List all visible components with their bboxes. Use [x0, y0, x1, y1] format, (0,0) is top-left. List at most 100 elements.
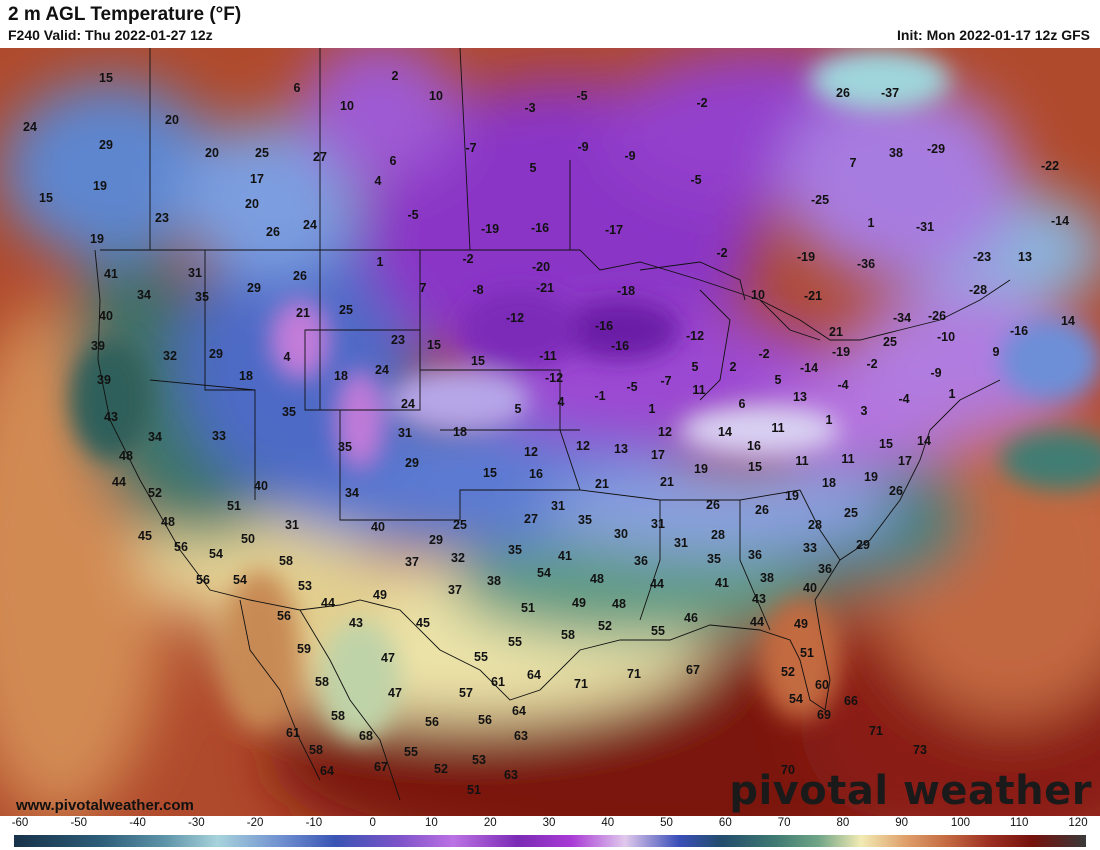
- temperature-value: 37: [448, 583, 462, 597]
- temperature-value: 43: [349, 616, 363, 630]
- temperature-value: 43: [752, 592, 766, 606]
- temperature-value: 17: [898, 454, 912, 468]
- temperature-value: -20: [532, 260, 550, 274]
- temperature-value: 31: [674, 536, 688, 550]
- color-scale-tick: 40: [601, 817, 615, 829]
- color-scale-tick: -30: [188, 817, 205, 829]
- temperature-value: -12: [686, 329, 704, 343]
- color-scale-tick: -50: [70, 817, 88, 829]
- temperature-value: 5: [692, 360, 699, 374]
- temperature-value: 58: [561, 628, 575, 642]
- temperature-value: -18: [617, 284, 635, 298]
- temperature-value: 60: [815, 678, 829, 692]
- temperature-value: 51: [467, 783, 481, 797]
- temperature-value: 17: [651, 448, 665, 462]
- temperature-value: 35: [508, 543, 522, 557]
- temperature-value: 29: [856, 538, 870, 552]
- temperature-value: 55: [651, 624, 665, 638]
- temperature-value: 24: [401, 397, 415, 411]
- temperature-value: 41: [715, 576, 729, 590]
- temperature-value: 63: [504, 768, 518, 782]
- temperature-value: -14: [800, 361, 818, 375]
- temperature-value: 43: [104, 410, 118, 424]
- temperature-value: -19: [481, 222, 499, 236]
- temperature-value: 25: [339, 303, 353, 317]
- temperature-value: -2: [866, 357, 877, 371]
- temperature-value: 35: [195, 290, 209, 304]
- temperature-value: 45: [416, 616, 430, 630]
- temperature-value: 51: [521, 601, 535, 615]
- temperature-value: 58: [279, 554, 293, 568]
- temperature-value: 18: [239, 369, 253, 383]
- temperature-value: -10: [937, 330, 955, 344]
- temperature-value: -34: [893, 311, 911, 325]
- temperature-value: 29: [247, 281, 261, 295]
- temperature-value: -12: [545, 371, 563, 385]
- temperature-value: -4: [837, 378, 848, 392]
- temperature-value: 56: [277, 609, 291, 623]
- temperature-value: 69: [817, 708, 831, 722]
- temperature-value: 44: [112, 475, 126, 489]
- temperature-value: 56: [196, 573, 210, 587]
- temperature-value: -29: [927, 142, 945, 156]
- temperature-value: -11: [539, 349, 556, 363]
- temperature-value: 15: [99, 71, 113, 85]
- temperature-value: 11: [795, 454, 808, 468]
- temperature-value: 21: [296, 306, 310, 320]
- temperature-value: 47: [381, 651, 395, 665]
- temperature-value: 54: [789, 692, 803, 706]
- temperature-value: 31: [651, 517, 665, 531]
- temperature-value: 21: [660, 475, 674, 489]
- temperature-value: -5: [576, 89, 587, 103]
- temperature-value: 39: [97, 373, 111, 387]
- temperature-value: 51: [800, 646, 814, 660]
- color-scale-tick: 10: [425, 817, 438, 829]
- init-time: Init: Mon 2022-01-17 12z GFS: [897, 27, 1090, 43]
- temperature-value: 25: [255, 146, 269, 160]
- temperature-value: 38: [487, 574, 501, 588]
- temperature-value: 47: [388, 686, 402, 700]
- color-scale-tick: 20: [483, 817, 497, 829]
- temperature-value: -8: [472, 283, 483, 297]
- temperature-value: 4: [284, 350, 291, 364]
- color-scale-tick: 70: [777, 817, 791, 829]
- valid-time: F240 Valid: Thu 2022-01-27 12z: [8, 27, 213, 43]
- temperature-value: 56: [425, 715, 439, 729]
- color-scale-tick: 0: [369, 817, 376, 829]
- temperature-value: 48: [119, 449, 133, 463]
- map-boundaries: [94, 48, 1011, 801]
- temperature-value: 28: [808, 518, 822, 532]
- temperature-value: 3: [861, 404, 868, 418]
- temperature-value: -7: [660, 374, 671, 388]
- temperature-value: -16: [611, 339, 629, 353]
- temperature-value: 26: [266, 225, 280, 239]
- temperature-value: 63: [514, 729, 528, 743]
- temperature-value: 55: [404, 745, 418, 759]
- color-scale-tick: -40: [129, 817, 146, 829]
- temperature-value: 49: [572, 596, 586, 610]
- temperature-value: -28: [969, 283, 987, 297]
- temperature-value: -23: [973, 250, 991, 264]
- temperature-value: 54: [233, 573, 247, 587]
- temperature-value: 34: [148, 430, 162, 444]
- temperature-value: 6: [390, 154, 397, 168]
- temperature-value: 19: [694, 462, 708, 476]
- temperature-value: -12: [506, 311, 524, 325]
- temperature-value: 7: [850, 156, 857, 170]
- temperature-value: 32: [451, 551, 465, 565]
- temperature-value: -19: [797, 250, 815, 264]
- temperature-value: 19: [864, 470, 878, 484]
- temperature-value: -3: [524, 101, 535, 115]
- temperature-value: -5: [626, 380, 637, 394]
- temperature-value: 17: [250, 172, 264, 186]
- temperature-value: 29: [429, 533, 443, 547]
- temperature-value: 70: [781, 763, 795, 777]
- temperature-value: 6: [294, 81, 301, 95]
- color-scale-gradient: [14, 835, 1086, 847]
- temperature-value: 11: [692, 383, 705, 397]
- temperature-value: 57: [459, 686, 473, 700]
- website-label[interactable]: www.pivotalweather.com: [16, 797, 194, 814]
- temperature-value: -25: [811, 193, 829, 207]
- temperature-value: 64: [512, 704, 526, 718]
